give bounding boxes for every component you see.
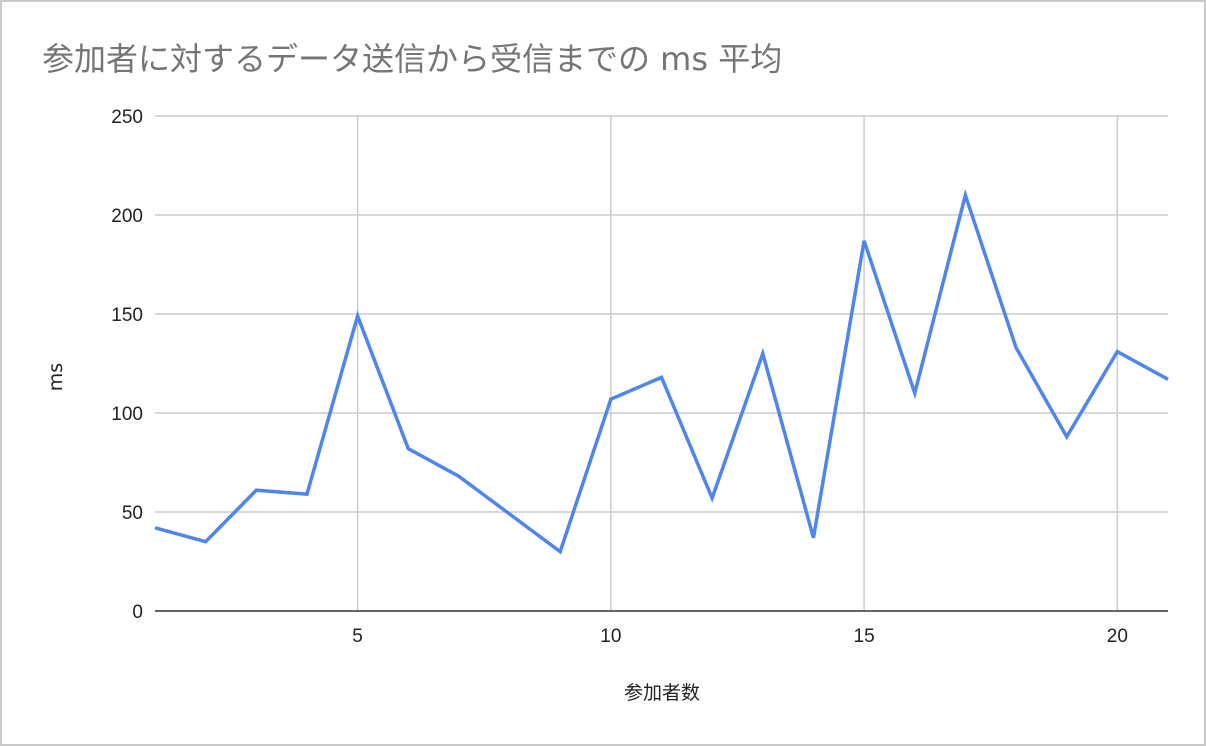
data-point (660, 376, 663, 379)
y-tick-label: 150 (111, 305, 143, 326)
data-point (761, 352, 764, 355)
data-point (154, 526, 157, 529)
data-point (508, 512, 511, 515)
x-tick-label: 20 (1107, 626, 1128, 647)
data-point (1116, 350, 1119, 353)
data-point (863, 239, 866, 242)
x-tick-label: 5 (352, 626, 363, 647)
y-tick-label: 250 (111, 107, 143, 128)
y-axis-title: ms (45, 363, 67, 391)
tick-labels: 0 50 100 150 200 250 5 10 15 20 (111, 107, 1128, 647)
data-point (255, 489, 258, 492)
y-tick-label: 0 (132, 602, 143, 623)
data-point (1015, 346, 1018, 349)
data-point (1065, 435, 1068, 438)
data-point (559, 550, 562, 553)
data-point (812, 536, 815, 539)
data-point (204, 540, 207, 543)
data-point (913, 392, 916, 395)
x-tick-label: 10 (600, 626, 621, 647)
data-point (407, 447, 410, 450)
data-point (609, 398, 612, 401)
series-layer (154, 188, 1170, 555)
y-tick-label: 50 (122, 503, 143, 524)
data-point (711, 497, 714, 500)
data-point (964, 194, 967, 197)
y-tick-label: 200 (111, 206, 143, 227)
x-axis-title: 参加者数 (624, 682, 700, 704)
series-line (154, 188, 1169, 555)
chart-title: 参加者に対するデータ送信から受信までの ms 平均 (42, 40, 783, 78)
x-tick-label: 15 (854, 626, 875, 647)
data-point (1167, 378, 1170, 381)
data-point (356, 314, 359, 317)
y-tick-label: 100 (111, 404, 143, 425)
gridlines (155, 115, 1168, 611)
data-point (457, 475, 460, 478)
data-point (305, 493, 308, 496)
